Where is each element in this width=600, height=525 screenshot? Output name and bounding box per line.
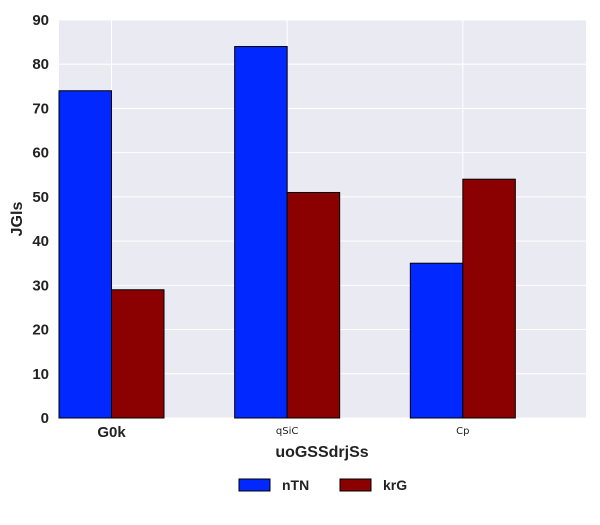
y-tick-label: 60 (32, 145, 49, 162)
legend-label-nTN: nTN (282, 477, 309, 493)
x-tick-labels: G0k qSiC Cp (97, 424, 469, 441)
y-axis-title: JGls (9, 202, 26, 237)
legend-swatch-krG (339, 478, 372, 492)
y-tick-label: 40 (32, 233, 49, 250)
bar-krG-G0k (111, 289, 165, 419)
y-tick-label: 0 (41, 410, 49, 427)
legend: nTN krG (238, 477, 407, 493)
bar-nTN-Cp (409, 262, 464, 419)
y-tick-label: 20 (32, 322, 49, 339)
bar-nTN-qSiC (234, 46, 288, 419)
x-tick-label: Cp (456, 426, 469, 437)
y-tick-label: 80 (32, 56, 49, 73)
bars (58, 46, 516, 419)
y-tick-label: 70 (32, 100, 49, 117)
bar-nTN-G0k (58, 90, 112, 419)
x-tick-label: G0k (97, 424, 126, 441)
bar-krG-Cp (462, 178, 516, 419)
y-tick-label: 30 (32, 277, 49, 294)
x-tick-label: qSiC (276, 426, 298, 437)
legend-label-krG: krG (383, 477, 407, 493)
y-tick-label: 90 (32, 12, 49, 29)
x-axis-title: uoGSSdrjSs (275, 444, 368, 461)
y-tick-label: 50 (32, 189, 49, 206)
y-tick-label: 10 (32, 366, 49, 383)
bar-krG-qSiC (286, 191, 341, 419)
legend-swatch-nTN (238, 478, 271, 492)
y-tick-labels: 0 10 20 30 40 50 60 70 80 90 (32, 12, 49, 427)
